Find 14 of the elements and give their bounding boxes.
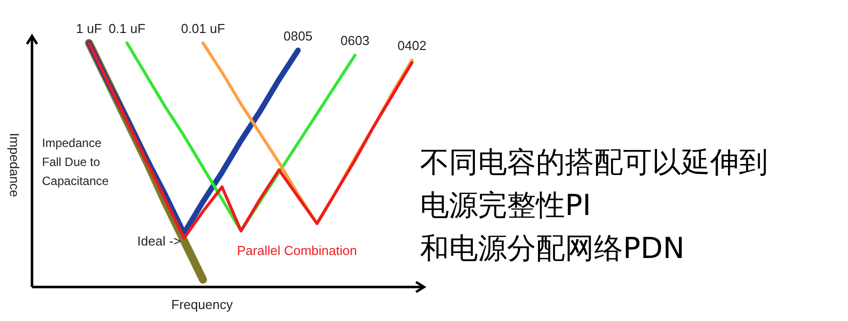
annotation: 0402 [398, 38, 426, 54]
annotation: Ideal -> [137, 234, 181, 249]
y-axis-title: Impedance [7, 132, 22, 198]
annotation: 不同电容的搭配可以延伸到 [420, 145, 768, 179]
text: 0.1 uF [108, 21, 146, 36]
series-label: Parallel Combination [237, 242, 357, 258]
x-axis-title: Frequency [171, 297, 234, 312]
annotation: 0603 [340, 33, 370, 48]
text: 0.01 uF [180, 21, 226, 36]
annotation: 电源完整性PI [420, 188, 592, 222]
annotation: 和电源分配网络PDN [420, 231, 685, 265]
annotation: Impedance Fall Due to Capacitance [42, 136, 110, 188]
annotation: 0805 [284, 28, 312, 44]
text: 1 uF [76, 21, 102, 36]
